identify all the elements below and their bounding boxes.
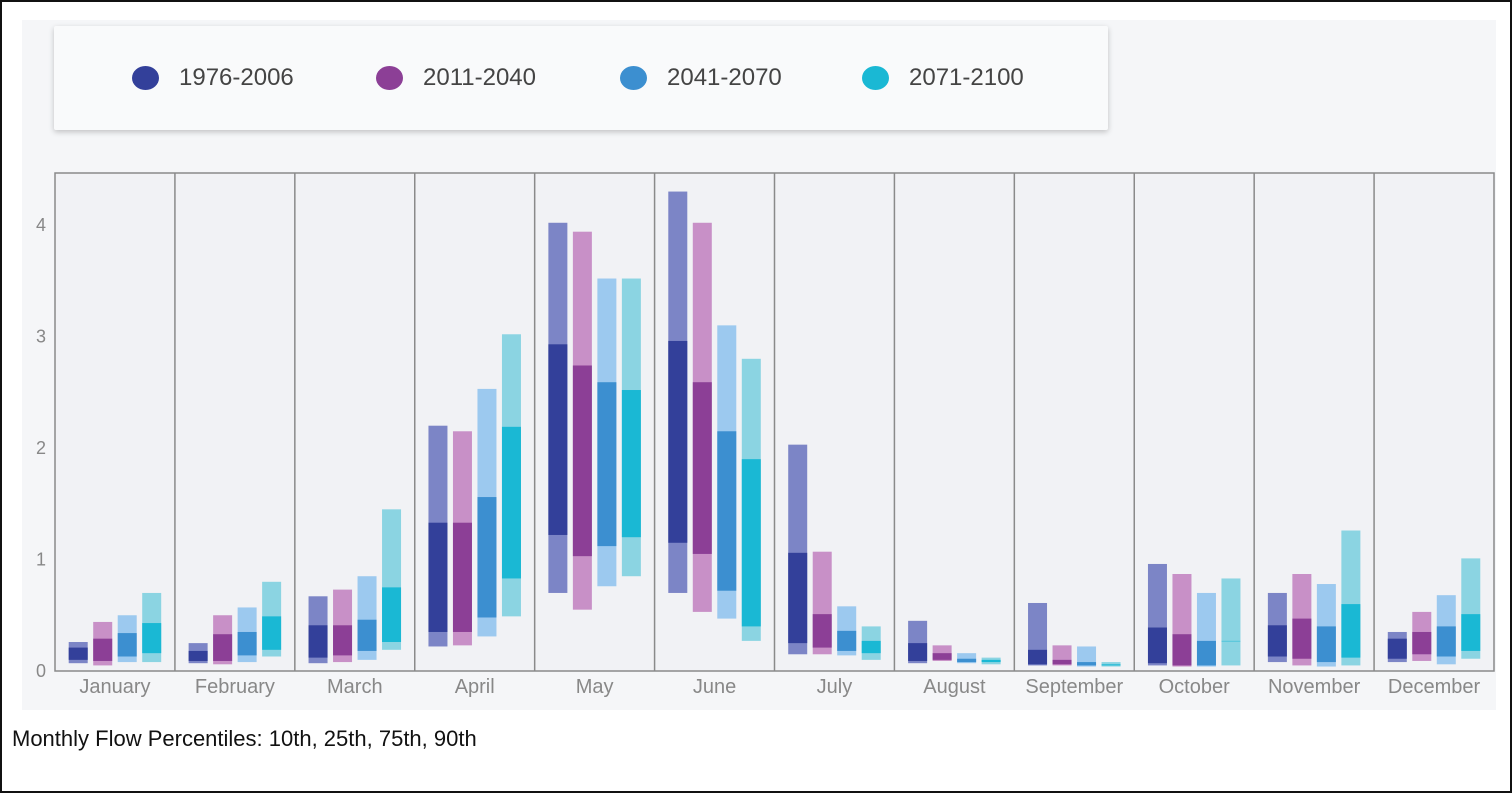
bar-range-10-90 — [1077, 646, 1097, 667]
bar-range-25-75 — [957, 658, 977, 663]
bar-range-25-75 — [477, 497, 497, 618]
bar-range-25-75 — [1028, 649, 1048, 665]
y-tick-label: 1 — [36, 550, 46, 570]
bar-range-25-75 — [1052, 659, 1072, 665]
chart-caption: Monthly Flow Percentiles: 10th, 25th, 75… — [12, 726, 477, 751]
bar-range-25-75 — [1461, 614, 1481, 651]
y-tick-label: 0 — [36, 661, 46, 681]
legend-swatch-2011-2040 — [376, 66, 403, 90]
bar-range-25-75 — [1341, 604, 1361, 658]
bar-range-25-75 — [142, 623, 162, 654]
bar-range-25-75 — [597, 382, 617, 547]
legend-label-2041-2070: 2041-2070 — [667, 64, 782, 91]
bar-range-25-75 — [548, 344, 568, 535]
legend-label-2071-2100: 2071-2100 — [909, 64, 1024, 91]
bar-range-25-75 — [452, 522, 472, 632]
legend-item-1976-2006: 1976-2006 — [132, 60, 294, 96]
bar-range-25-75 — [428, 522, 448, 632]
bar-range-25-75 — [188, 650, 208, 661]
bar-range-25-75 — [1436, 626, 1456, 657]
legend-item-2011-2040: 2011-2040 — [376, 60, 536, 96]
x-tick-label: March — [327, 676, 383, 698]
x-tick-label: April — [455, 676, 495, 698]
legend-swatch-2071-2100 — [862, 66, 889, 90]
bar-range-25-75 — [382, 587, 402, 643]
bar-range-25-75 — [1077, 662, 1097, 666]
x-tick-label: September — [1025, 676, 1123, 698]
bar-range-25-75 — [308, 625, 328, 658]
bar-range-25-75 — [357, 619, 377, 651]
bar-range-25-75 — [1172, 634, 1192, 666]
y-tick-label: 2 — [36, 438, 46, 458]
legend-item-2071-2100: 2071-2100 — [862, 60, 1024, 96]
x-tick-label: July — [817, 676, 853, 698]
bar-range-25-75 — [861, 640, 881, 654]
bar-range-25-75 — [333, 625, 353, 656]
bar-range-25-75 — [237, 631, 257, 656]
legend: 1976-2006 2011-2040 2041-2070 2071-2100 — [54, 26, 1108, 130]
bar-range-10-90 — [1221, 578, 1241, 666]
y-tick-label: 4 — [36, 215, 46, 235]
legend-swatch-2041-2070 — [620, 66, 647, 90]
legend-swatch-1976-2006 — [132, 66, 159, 90]
legend-item-2041-2070: 2041-2070 — [620, 60, 782, 96]
bar-range-25-75 — [1267, 625, 1287, 657]
bar-range-25-75 — [1292, 618, 1312, 659]
bar-range-25-75 — [812, 614, 832, 648]
x-tick-label: October — [1159, 676, 1230, 698]
bar-range-25-75 — [1316, 626, 1336, 663]
legend-label-2011-2040: 2011-2040 — [423, 64, 536, 91]
bar-range-25-75 — [1101, 664, 1121, 666]
x-tick-label: May — [576, 676, 614, 698]
bar-range-25-75 — [668, 340, 688, 543]
bar-range-25-75 — [621, 390, 641, 538]
bar-range-25-75 — [932, 653, 952, 660]
bar-range-25-75 — [1412, 631, 1432, 655]
bar-range-25-75 — [692, 382, 712, 554]
bar-range-25-75 — [501, 426, 521, 579]
bar-range-25-75 — [68, 647, 88, 660]
bar-range-10-90 — [957, 653, 977, 664]
bar-range-25-75 — [788, 552, 808, 644]
bar-range-25-75 — [717, 431, 737, 591]
bar-range-25-75 — [908, 643, 928, 661]
bar-range-25-75 — [93, 638, 113, 661]
x-tick-label: February — [195, 676, 275, 698]
legend-label-1976-2006: 1976-2006 — [179, 64, 294, 91]
x-tick-label: December — [1388, 676, 1481, 698]
bar-range-25-75 — [981, 659, 1001, 663]
bar-range-25-75 — [1147, 627, 1167, 664]
bar-range-25-75 — [213, 634, 233, 661]
x-tick-label: January — [79, 676, 150, 698]
bar-range-25-75 — [741, 459, 761, 627]
bar-range-25-75 — [117, 633, 137, 657]
y-tick-label: 3 — [36, 327, 46, 347]
bar-range-25-75 — [1221, 640, 1241, 642]
bar-range-25-75 — [1387, 638, 1407, 659]
x-tick-label: June — [693, 676, 736, 698]
bar-range-25-75 — [1196, 640, 1216, 666]
x-tick-label: August — [923, 676, 986, 698]
bar-range-25-75 — [837, 630, 857, 651]
x-tick-label: November — [1268, 676, 1361, 698]
bar-range-25-75 — [572, 365, 592, 557]
bar-range-25-75 — [262, 616, 282, 650]
